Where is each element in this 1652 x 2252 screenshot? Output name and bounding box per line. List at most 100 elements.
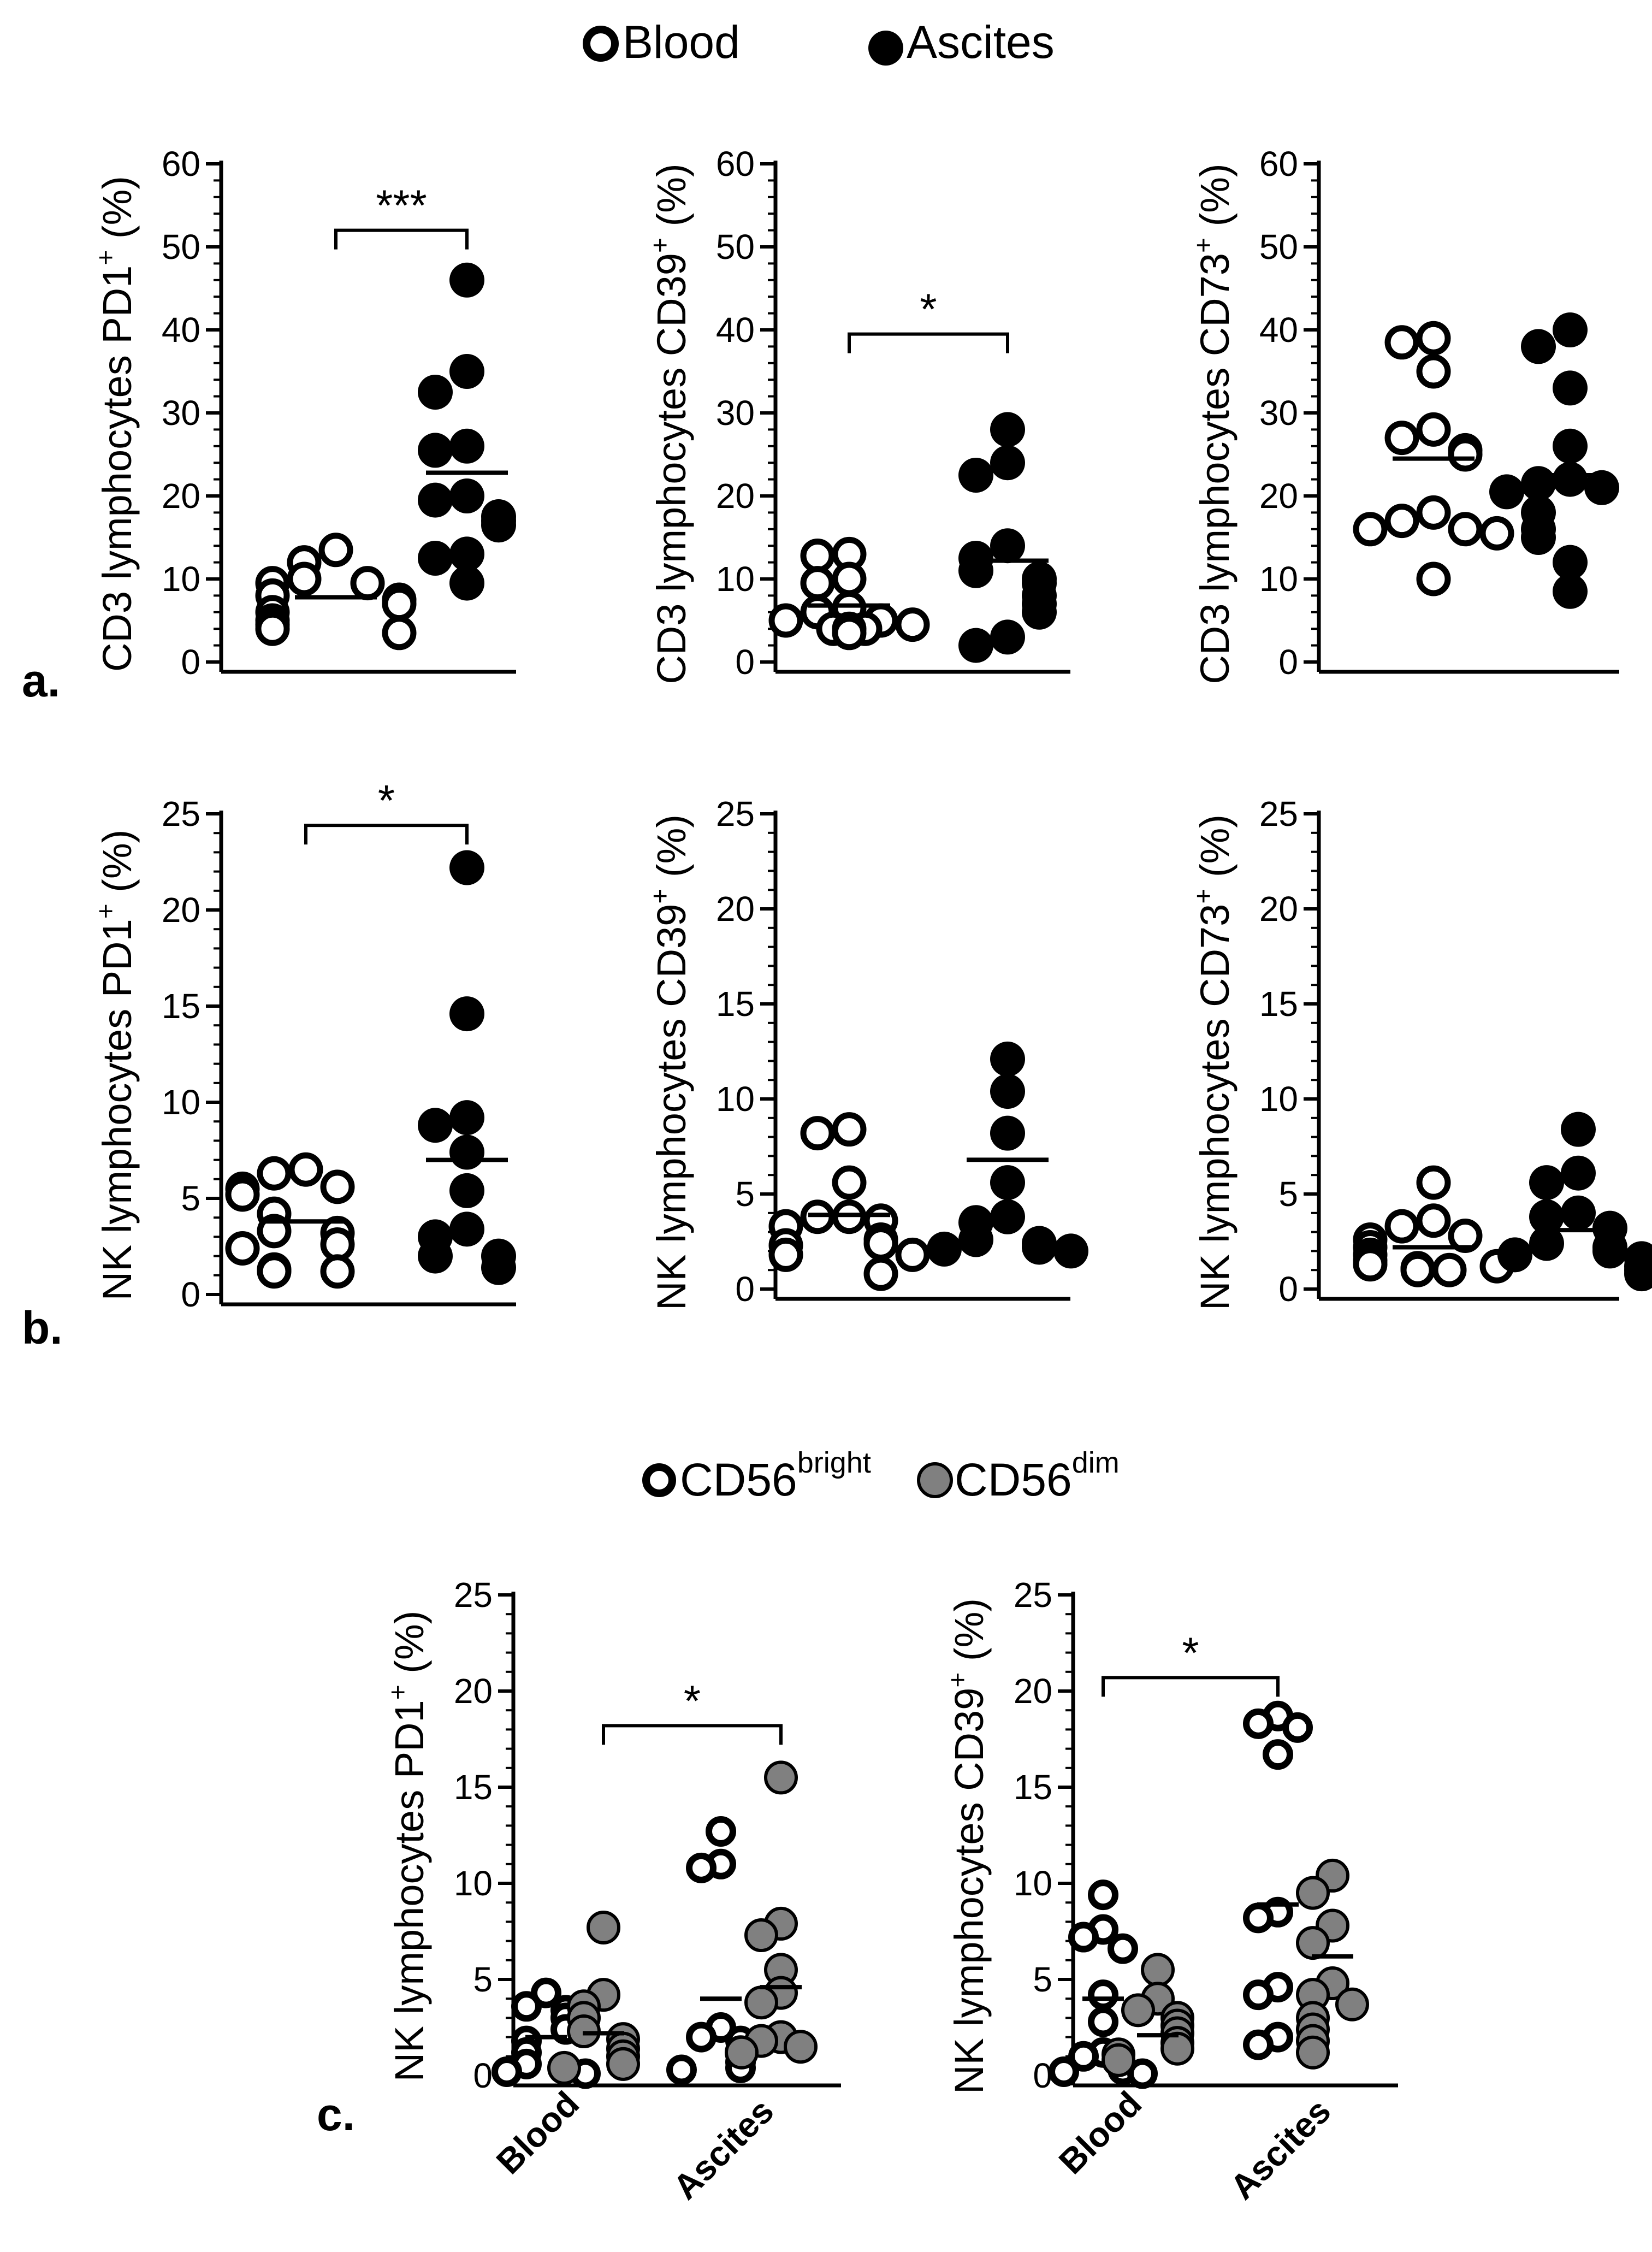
data-point <box>320 1254 355 1289</box>
data-point <box>768 1237 803 1272</box>
data-point <box>1584 470 1619 505</box>
data-point <box>1416 1203 1451 1238</box>
significance-bracket <box>602 1724 783 1745</box>
data-point <box>288 1152 323 1187</box>
data-point <box>832 1165 867 1200</box>
chart-b-nk-cd73: 0 5 10 15 20 25 NK lymphocytes CD73+ (%) <box>1189 794 1652 1310</box>
data-point <box>1529 1199 1564 1234</box>
data-point <box>1296 2035 1330 2070</box>
data-point <box>1296 1926 1330 1960</box>
data-point <box>449 1100 484 1136</box>
data-point <box>1561 1195 1596 1231</box>
data-point <box>449 536 484 572</box>
y-tick-label: 0 <box>735 642 755 682</box>
data-point <box>768 603 803 638</box>
y-tick-label: 0 <box>735 1269 755 1309</box>
y-tick-label: 60 <box>162 144 200 184</box>
y-tick-label: 10 <box>1259 559 1298 599</box>
data-point <box>895 1237 930 1272</box>
legend-blood-marker <box>583 26 619 62</box>
data-point <box>1384 325 1419 360</box>
data-point <box>686 1852 717 1883</box>
data-point <box>511 1991 542 2022</box>
legend-cd56dim-marker <box>917 1462 953 1498</box>
data-point <box>449 565 484 601</box>
data-point <box>990 1074 1025 1109</box>
data-point <box>1553 312 1588 347</box>
data-point <box>225 1231 260 1266</box>
data-point <box>990 1115 1025 1151</box>
data-point <box>1243 2029 1274 2060</box>
data-point <box>1296 1876 1330 1910</box>
data-point <box>1561 1112 1596 1147</box>
data-point <box>1416 561 1451 596</box>
y-tick-label: 40 <box>716 310 755 350</box>
data-point <box>958 1222 993 1257</box>
data-point <box>958 553 993 588</box>
y-tick-label: 40 <box>162 310 200 350</box>
data-point <box>1141 1953 1175 1987</box>
y-tick-label: 15 <box>454 1768 493 1807</box>
data-point <box>449 262 484 298</box>
significance-label: * <box>1182 1628 1199 1677</box>
data-point <box>382 616 417 651</box>
data-point <box>744 1918 778 1953</box>
significance-bracket <box>334 228 469 250</box>
data-point <box>1102 2043 1135 2077</box>
y-tick-label: 10 <box>1259 1079 1298 1119</box>
y-tick-label: 60 <box>716 144 755 184</box>
data-point <box>1497 1237 1532 1273</box>
data-point <box>1448 437 1483 472</box>
data-point <box>1243 1902 1274 1934</box>
data-point <box>418 482 453 518</box>
data-point <box>418 541 453 576</box>
data-point <box>832 1112 867 1147</box>
data-point <box>832 616 867 651</box>
data-point <box>320 1169 355 1204</box>
data-point <box>990 1041 1025 1077</box>
data-point <box>1384 421 1419 456</box>
significance-bracket <box>848 332 1009 353</box>
legend-c: CD56bright CD56dim <box>642 1446 1120 1505</box>
y-axis-label: CD3 lymphocytes CD73+ (%) <box>1189 163 1237 684</box>
data-point <box>449 478 484 513</box>
data-point <box>800 566 835 601</box>
data-point <box>1263 1739 1293 1770</box>
data-point <box>492 2056 522 2087</box>
data-point <box>418 1238 453 1274</box>
legend-cd56bright-marker <box>642 1463 676 1497</box>
data-point <box>418 375 453 410</box>
data-point <box>1553 370 1588 406</box>
data-point <box>1432 1252 1467 1287</box>
data-point <box>1160 2031 1194 2066</box>
y-tick-label: 50 <box>162 227 200 267</box>
data-point <box>1400 1252 1435 1287</box>
data-point <box>863 1226 898 1261</box>
data-point <box>1088 2006 1118 2037</box>
data-point <box>764 1760 798 1795</box>
data-point <box>1384 504 1419 539</box>
legend-cd56dim-label: CD56dim <box>955 1446 1120 1505</box>
legend-ascites-marker <box>868 31 903 66</box>
y-tick-label: 20 <box>1014 1671 1052 1711</box>
chart-a-cd3-cd39: 0 10 20 30 40 50 60 CD3 lymphocytes CD39+ (%) * <box>646 144 1070 684</box>
data-point <box>382 587 417 622</box>
data-point <box>800 1116 835 1151</box>
x-category-label: Blood <box>1051 2084 1149 2182</box>
y-tick-label: 0 <box>1278 642 1298 682</box>
y-tick-label: 0 <box>473 2056 493 2095</box>
data-point <box>257 1254 292 1289</box>
data-point <box>1448 1219 1483 1254</box>
legend-cd56bright-label: CD56bright <box>680 1446 871 1505</box>
chart-b-nk-cd39: 0 5 10 15 20 25 NK lymphocytes CD39+ (%) <box>646 794 1088 1310</box>
y-tick-label: 20 <box>454 1671 493 1711</box>
data-point <box>1353 512 1388 547</box>
data-point <box>706 1816 736 1847</box>
y-tick-label: 30 <box>162 393 200 433</box>
data-point <box>1479 516 1514 551</box>
data-point <box>418 433 453 468</box>
y-tick-label: 5 <box>1033 1960 1052 1999</box>
data-point <box>1624 1256 1652 1292</box>
